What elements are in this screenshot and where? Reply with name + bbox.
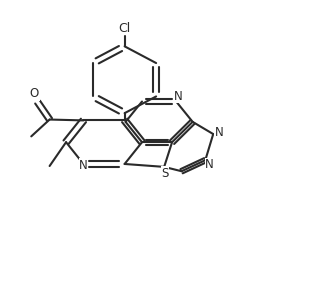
Text: S: S [161, 167, 168, 180]
Text: Cl: Cl [118, 22, 131, 35]
Text: N: N [214, 126, 223, 139]
Text: N: N [205, 158, 214, 171]
Text: N: N [173, 90, 182, 103]
Text: N: N [79, 159, 88, 172]
Text: O: O [30, 88, 39, 100]
